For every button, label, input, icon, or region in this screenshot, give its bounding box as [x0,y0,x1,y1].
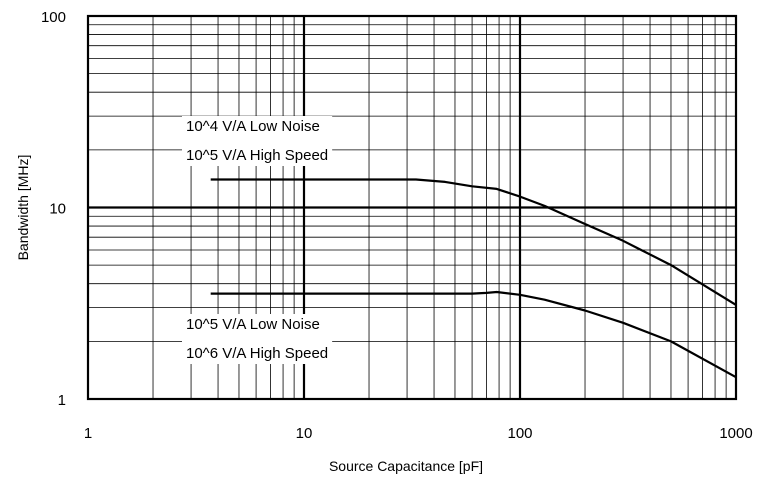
x-axis-title: Source Capacitance [pF] [329,458,483,474]
annotation-background-upper [182,116,333,166]
x-tick-labels: 1 10 100 1000 [84,425,753,442]
x-tick-label: 100 [507,425,532,442]
y-tick-label: 10 [49,201,66,218]
y-tick-labels: 1 10 100 [41,9,66,409]
annotation-label: 10^5 V/A High Speed [186,147,328,164]
y-tick-label: 1 [58,392,66,409]
annotation-label: 10^5 V/A Low Noise [186,316,320,333]
plot-frame [86,14,738,401]
x-tick-label: 10 [296,425,313,442]
series-line-1 [210,178,737,306]
y-axis-title: Bandwidth [MHz] [15,155,31,261]
annotation-label: 10^4 V/A Low Noise [186,118,320,135]
x-tick-label: 1000 [719,425,752,442]
annotation-label: 10^6 V/A High Speed [186,345,328,362]
x-tick-label: 1 [84,425,92,442]
annotation-background-lower [182,314,333,364]
y-tick-label: 100 [41,9,66,26]
series-line-2 [210,290,737,379]
series-group [210,178,737,379]
